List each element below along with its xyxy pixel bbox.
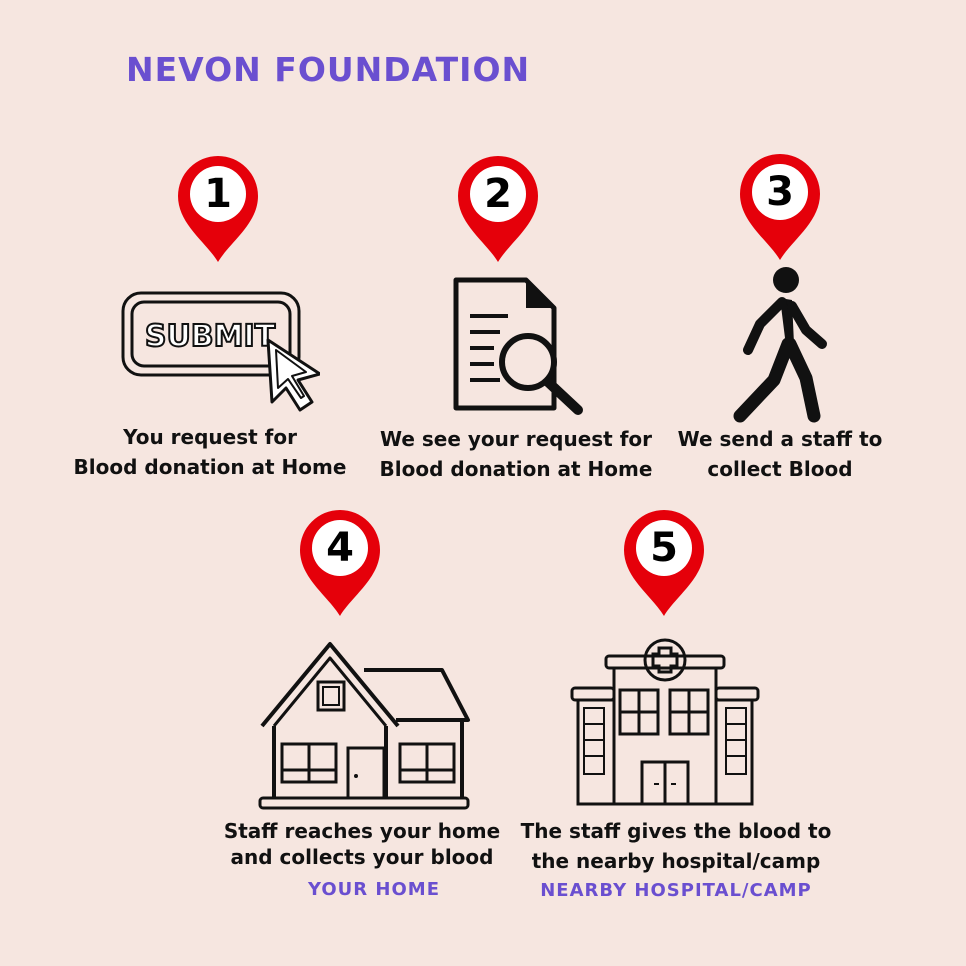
step-caption: You request for Blood donation at Home <box>60 422 360 482</box>
step-number: 1 <box>204 171 232 217</box>
caption-line: Blood donation at Home <box>379 457 653 481</box>
caption-line: Staff reaches your home <box>223 819 501 843</box>
caption-line: the nearby hospital/camp <box>531 849 821 873</box>
walking-person-icon <box>730 264 830 424</box>
step-caption: We see your request for Blood donation a… <box>366 424 666 484</box>
submit-button-cursor-icon: SUBMIT <box>120 290 320 415</box>
house-icon <box>256 638 472 814</box>
location-pin-icon: 4 <box>298 508 382 618</box>
step-number: 5 <box>650 525 678 571</box>
submit-text: SUBMIT <box>145 319 276 354</box>
caption-line: You request for <box>123 425 297 449</box>
location-pin-icon: 3 <box>738 152 822 262</box>
step-caption: We send a staff to collect Blood <box>660 424 900 484</box>
destination-tag: YOUR HOME <box>307 879 440 900</box>
caption-line: We see your request for <box>380 427 652 451</box>
destination-tag: NEARBY HOSPITAL/CAMP <box>540 880 812 901</box>
caption-line: and collects your blood <box>230 845 494 869</box>
caption-line: We send a staff to <box>677 427 883 451</box>
location-pin-icon: 5 <box>622 508 706 618</box>
document-search-icon <box>448 276 588 416</box>
step-caption: The staff gives the blood to the nearby … <box>516 816 836 876</box>
page-title: NEVON FOUNDATION <box>126 50 531 89</box>
step-caption: Staff reaches your home and collects you… <box>212 818 512 870</box>
caption-line: collect Blood <box>707 457 853 481</box>
step-number: 4 <box>326 525 354 571</box>
step-number: 3 <box>766 169 794 215</box>
caption-line: The staff gives the blood to <box>520 819 832 843</box>
step-number: 2 <box>484 171 512 217</box>
location-pin-icon: 1 <box>176 154 260 264</box>
caption-line: Blood donation at Home <box>73 455 347 479</box>
location-pin-icon: 2 <box>456 154 540 264</box>
hospital-icon <box>570 636 760 808</box>
